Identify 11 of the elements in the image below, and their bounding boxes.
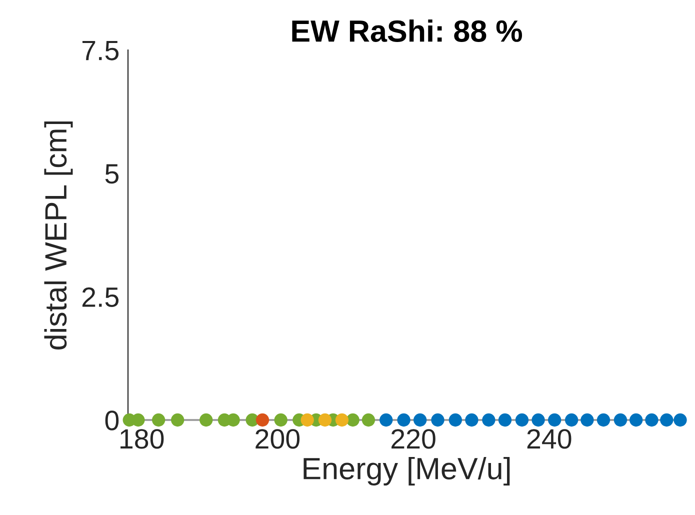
y-tick-label: 7.5 — [82, 40, 119, 60]
y-tick-label: 0 — [105, 410, 119, 430]
y-tick-label: 2.5 — [82, 287, 119, 308]
x-tick-label: 220 — [392, 429, 436, 449]
x-tick-label: 240 — [527, 429, 572, 449]
y-axis-title: distal WEPL [cm] — [44, 121, 73, 350]
x-tick-label: 200 — [256, 429, 300, 449]
x-tick-label: 180 — [120, 429, 164, 449]
y-tick-label: 5 — [105, 164, 119, 184]
chart-title: EW RaShi: 88 % — [292, 20, 522, 42]
x-axis-title: Energy [MeV/u] — [304, 457, 510, 486]
